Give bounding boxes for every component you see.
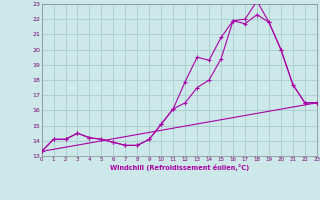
X-axis label: Windchill (Refroidissement éolien,°C): Windchill (Refroidissement éolien,°C)	[109, 164, 249, 171]
